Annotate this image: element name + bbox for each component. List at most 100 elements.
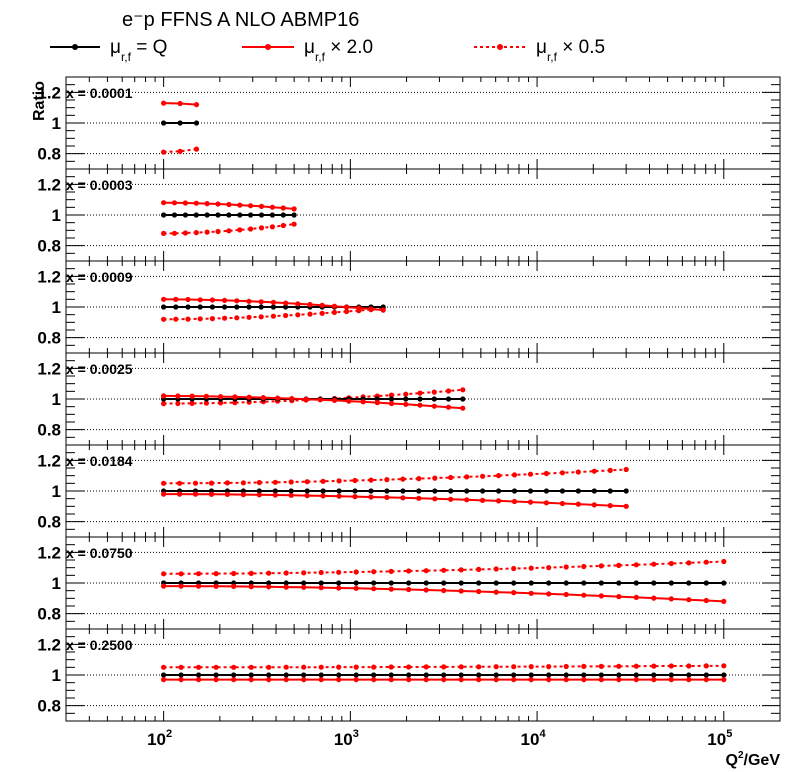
series-point-central — [283, 672, 289, 678]
legend-entry-central: μr,f = Q — [50, 37, 167, 64]
series-point-up — [258, 203, 265, 209]
series-point-up — [368, 494, 374, 500]
series-point-up — [528, 590, 534, 596]
series-point-up — [301, 584, 307, 590]
y-tick-label: 0.8 — [37, 329, 61, 348]
series-point-up — [591, 502, 597, 508]
series-point-down — [258, 314, 264, 320]
series-point-up — [480, 497, 486, 503]
series-point-up — [178, 583, 184, 589]
panel-label: x = 0.0001 — [66, 85, 133, 101]
series-point-up — [319, 302, 325, 308]
series-point-central — [161, 212, 167, 218]
series-point-up — [416, 495, 422, 501]
series-point-up — [231, 677, 237, 683]
series-point-up — [272, 492, 278, 498]
series-point-central — [423, 580, 429, 586]
series-point-down — [161, 664, 167, 670]
series-point-central — [384, 488, 390, 494]
series-point-central — [226, 212, 232, 218]
series-point-up — [598, 593, 604, 599]
series-point-central — [607, 488, 613, 494]
series-point-up — [476, 677, 482, 683]
panel-6: 1.2 1 0.8 x = 0.0750 — [37, 536, 781, 630]
series-point-up — [283, 677, 289, 683]
series-point-down — [193, 230, 199, 236]
series-point-up — [177, 491, 183, 497]
y-tick-label: 1 — [52, 206, 61, 225]
legend-label-up: μr,f × 2.0 — [304, 37, 373, 64]
series-point-central — [215, 212, 221, 218]
series-point-central — [623, 488, 629, 494]
series-point-up — [559, 500, 566, 507]
series-point-down — [703, 559, 709, 565]
series-point-down — [476, 566, 482, 573]
series-point-up — [607, 503, 613, 509]
series-line-down — [163, 468, 627, 485]
y-tick-label: 0.8 — [37, 421, 61, 440]
series-point-up — [374, 400, 380, 406]
series-point-down — [161, 571, 167, 577]
x-axis: 102 103 104 105 — [147, 728, 732, 749]
series-point-central — [177, 120, 183, 126]
series-point-down — [283, 664, 289, 670]
series-point-central — [651, 580, 657, 586]
series-point-down — [177, 148, 183, 154]
panel-label: x = 0.0003 — [66, 177, 133, 193]
series-point-down — [476, 664, 482, 670]
series-point-down — [441, 664, 447, 670]
series-point-up — [301, 677, 307, 683]
series-point-down — [193, 146, 200, 152]
series-point-up — [403, 401, 409, 407]
series-point-up — [226, 201, 232, 208]
series-point-down — [464, 474, 470, 480]
series-point-up — [203, 393, 209, 399]
series-point-central — [291, 212, 297, 218]
series-point-down — [209, 316, 215, 322]
series-point-up — [295, 301, 301, 307]
panel-label: x = 0.0750 — [66, 545, 133, 561]
series-point-central — [301, 580, 307, 586]
series-point-central — [563, 580, 569, 586]
series-point-up — [237, 202, 243, 208]
y-tick-label: 1.2 — [37, 451, 61, 470]
series-point-up — [189, 393, 195, 399]
series-point-down — [543, 470, 550, 477]
series-point-up — [246, 394, 252, 400]
series-point-down — [161, 149, 167, 155]
series-point-down — [458, 567, 464, 573]
series-point-down — [192, 480, 199, 486]
series-point-down — [248, 664, 254, 670]
series-point-up — [161, 296, 167, 302]
series-point-up — [511, 590, 517, 596]
series-point-down — [406, 568, 412, 574]
series-point-up — [331, 303, 337, 309]
series-point-up — [380, 307, 386, 313]
series-point-central — [417, 396, 423, 402]
series-point-down — [441, 567, 447, 573]
y-tick-label: 1 — [52, 390, 61, 409]
series-point-up — [633, 677, 639, 683]
series-point-down — [224, 480, 230, 486]
series-point-down — [528, 664, 534, 670]
series-point-down — [384, 477, 390, 483]
panel-label: x = 0.0184 — [66, 453, 133, 469]
series-line-up — [163, 493, 627, 508]
series-point-central — [368, 488, 374, 494]
series-point-down — [563, 663, 569, 670]
series-point-down — [721, 558, 727, 565]
series-point-central — [528, 580, 534, 586]
series-point-down — [269, 224, 275, 230]
series-point-down — [403, 391, 409, 397]
series-point-up — [563, 591, 569, 598]
series-point-down — [388, 392, 395, 398]
series-point-up — [161, 100, 167, 106]
series-point-up — [318, 677, 324, 683]
series-point-down — [686, 560, 692, 566]
series-point-central — [266, 580, 272, 586]
series-point-down — [248, 226, 254, 232]
x-tick-label: 105 — [707, 728, 732, 749]
series-point-up — [441, 677, 447, 683]
series-point-down — [493, 664, 499, 670]
series-point-down — [388, 568, 394, 575]
